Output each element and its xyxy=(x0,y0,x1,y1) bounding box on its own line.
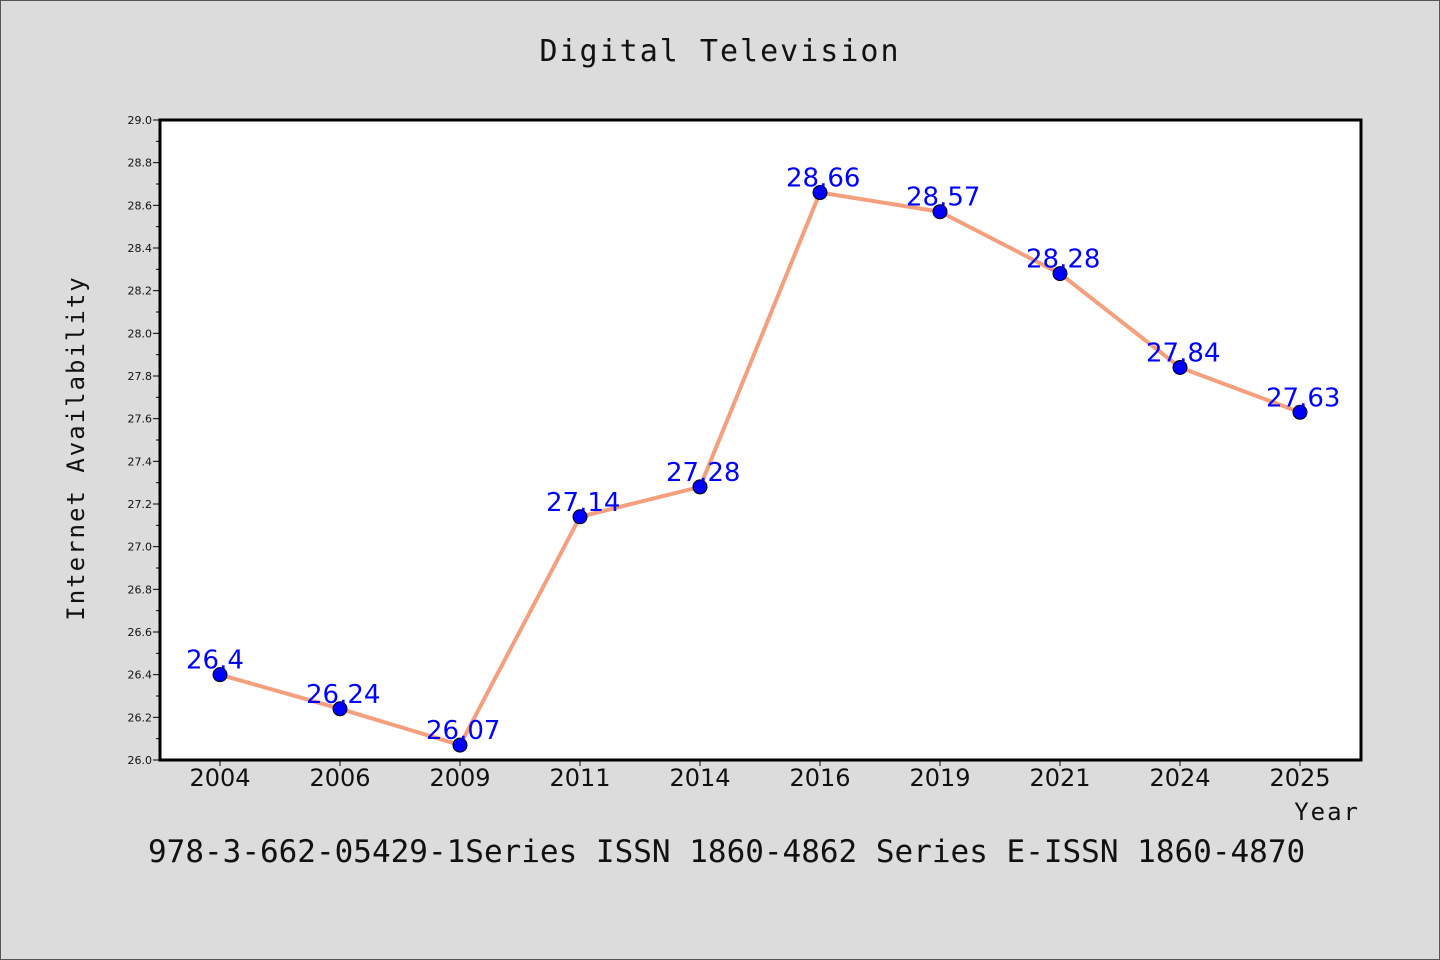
plot-area xyxy=(158,118,1363,762)
chart-title: Digital Television xyxy=(539,34,901,69)
x-axis: 2004 2006 2009 2011 2014 2016 2019 2021 2024 2025 xyxy=(189,760,1331,792)
data-label: 28.57 xyxy=(906,183,980,213)
series-layer xyxy=(212,185,1308,753)
y-tick-label: 28.0 xyxy=(128,327,153,340)
x-tick-label: 2021 xyxy=(1029,764,1090,792)
data-point xyxy=(212,667,228,683)
y-tick-label: 26.4 xyxy=(128,669,153,682)
data-label: 28.66 xyxy=(786,164,860,194)
x-tick-label: 2006 xyxy=(309,764,370,792)
y-tick-label: 26.6 xyxy=(128,626,153,639)
series-line xyxy=(219,190,1301,748)
x-tick-label: 2004 xyxy=(189,764,250,792)
y-tick-label: 27.8 xyxy=(128,370,153,383)
data-label: 26.24 xyxy=(306,680,380,710)
x-tick-label: 2011 xyxy=(549,764,610,792)
data-label: 27.84 xyxy=(1146,338,1220,368)
y-axis-label: Internet Availability xyxy=(62,275,90,620)
data-point xyxy=(1052,266,1068,282)
data-point xyxy=(332,701,348,717)
data-point xyxy=(692,479,708,495)
data-label: 26.4 xyxy=(186,646,244,676)
y-tick-label: 27.6 xyxy=(128,413,153,426)
y-tick-label: 27.2 xyxy=(128,498,153,511)
y-tick-label: 26.8 xyxy=(128,583,153,596)
x-axis-label: Year xyxy=(1294,798,1360,826)
y-tick-label: 26.0 xyxy=(128,754,153,767)
y-tick-label: 28.6 xyxy=(128,199,153,212)
data-point xyxy=(452,737,468,753)
x-tick-label: 2019 xyxy=(909,764,970,792)
y-tick-label: 28.4 xyxy=(128,242,153,255)
footer-text: 978-3-662-05429-1Series ISSN 1860-4862 S… xyxy=(148,834,1306,870)
x-tick-label: 2009 xyxy=(429,764,490,792)
data-point xyxy=(812,185,828,201)
x-tick-label: 2025 xyxy=(1269,764,1330,792)
y-tick-label: 27.4 xyxy=(128,455,153,468)
x-tick-label: 2024 xyxy=(1149,764,1210,792)
y-tick-label: 26.2 xyxy=(128,711,153,724)
data-label: 27.63 xyxy=(1266,383,1340,413)
data-point xyxy=(572,509,588,525)
y-tick-label: 27.0 xyxy=(128,541,153,554)
data-label: 26.07 xyxy=(426,716,500,746)
data-label: 27.28 xyxy=(666,458,740,488)
y-tick-label: 29.0 xyxy=(128,114,153,127)
data-point xyxy=(1292,404,1308,420)
x-tick-label: 2014 xyxy=(669,764,730,792)
data-labels: 26.4 26.24 26.07 27.14 27.28 28.66 28.57 28.28 2… xyxy=(186,164,1340,747)
y-tick-label: 28.2 xyxy=(128,285,153,298)
y-axis: 26.0 26.2 26.4 26.6 26.8 27.0 27.2 27.4 27.6 27.8… xyxy=(128,114,160,767)
y-tick-label: 28.8 xyxy=(128,157,153,170)
data-label: 27.14 xyxy=(546,488,620,518)
x-tick-label: 2016 xyxy=(789,764,850,792)
data-point xyxy=(1172,359,1188,375)
data-point xyxy=(932,204,948,220)
data-label: 28.28 xyxy=(1026,245,1100,275)
